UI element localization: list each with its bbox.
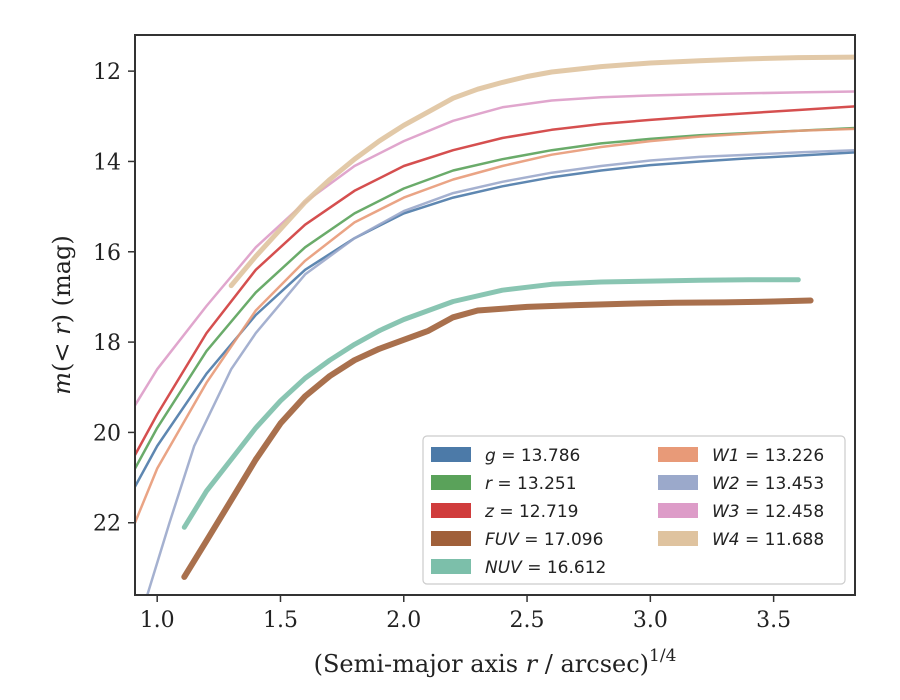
y-tick-label: 20 <box>93 421 121 446</box>
series-line-w2 <box>146 148 855 595</box>
series-line-z <box>135 105 855 457</box>
legend-label-w3: W3 = 12.458 <box>712 502 824 522</box>
legend-label-w2: W2 = 13.453 <box>712 474 824 494</box>
legend-swatch-w2 <box>658 475 698 490</box>
legend-label-w4: W4 = 11.688 <box>712 530 824 550</box>
legend-swatch-fuv <box>431 531 471 546</box>
series-line-nuv <box>181 277 801 530</box>
legend-label-w1: W1 = 13.226 <box>712 446 824 466</box>
series-layer <box>135 54 855 595</box>
series-line-w4 <box>228 54 855 289</box>
y-tick-label: 22 <box>93 512 121 537</box>
series-line-fuv <box>181 297 814 580</box>
legend-swatch-w4 <box>658 531 698 546</box>
legend-label-r: r = 13.251 <box>485 474 577 494</box>
legend-label-fuv: FUV = 17.096 <box>485 530 603 550</box>
legend: g = 13.786 r = 13.251 z = 12.719 FUV = 17.0… <box>422 435 846 585</box>
series-line-w1 <box>135 127 855 524</box>
legend-swatch-r <box>431 475 471 490</box>
x-axis-label: (Semi-major axis r / arcsec)1/4 <box>314 646 677 678</box>
legend-label-g: g = 13.786 <box>485 446 580 466</box>
x-tick-label: 3.5 <box>756 608 791 633</box>
legend-frame <box>422 435 846 585</box>
y-tick-label: 18 <box>93 331 121 356</box>
series-line-g <box>135 151 855 488</box>
y-axis-label: m(< r) (mag) <box>48 235 76 395</box>
legend-swatch-z <box>431 503 471 518</box>
y-tick-label: 16 <box>93 241 121 266</box>
x-tick-label: 2.5 <box>510 608 545 633</box>
y-tick-label: 12 <box>93 60 121 85</box>
x-tick-label: 3.0 <box>633 608 668 633</box>
x-tick-label: 2.0 <box>386 608 421 633</box>
legend-swatch-g <box>431 447 471 462</box>
plot-frame <box>134 34 856 596</box>
ticks-layer: 1.0 1.5 2.0 2.5 3.0 3.5 12 14 16 18 20 22 <box>93 60 791 633</box>
legend-label-nuv: NUV = 16.612 <box>485 558 606 578</box>
legend-swatch-w3 <box>658 503 698 518</box>
y-tick-label: 14 <box>93 150 121 175</box>
x-tick-label: 1.0 <box>140 608 175 633</box>
legend-swatch-w1 <box>658 447 698 462</box>
series-line-w3 <box>135 90 855 407</box>
legend-swatch-nuv <box>431 559 471 574</box>
x-tick-label: 1.5 <box>263 608 298 633</box>
legend-label-z: z = 12.719 <box>484 502 578 522</box>
